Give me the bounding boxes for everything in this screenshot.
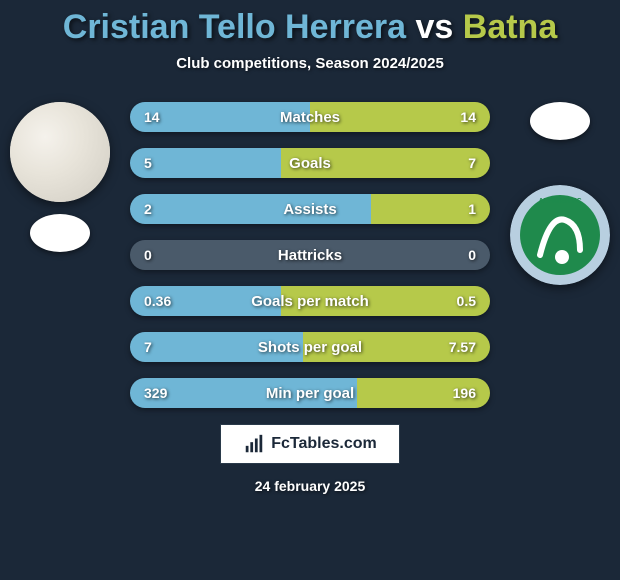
stat-value-right: 7 bbox=[468, 148, 476, 178]
chart-icon bbox=[243, 433, 265, 455]
stat-value-left: 14 bbox=[144, 102, 160, 132]
stat-value-left: 7 bbox=[144, 332, 152, 362]
stat-row: Min per goal329 196 bbox=[130, 378, 490, 408]
title-right: Batna bbox=[463, 8, 557, 46]
stat-value-left: 0.36 bbox=[144, 286, 171, 316]
brand-logo[interactable]: FcTables.com bbox=[220, 424, 400, 464]
player-right-panel: ALFATEH FC bbox=[510, 102, 610, 285]
stat-value-right: 0.5 bbox=[457, 286, 476, 316]
player-left-avatar bbox=[10, 102, 110, 202]
stats-bars: Matches14 14 Goals5 7 Assists2 1 Hattricks0 0 Go… bbox=[130, 102, 490, 408]
comparison-content: ALFATEH FC Matches14 14 Goals5 7 Assists2 1 Ha… bbox=[0, 102, 620, 408]
stat-value-right: 196 bbox=[453, 378, 476, 408]
player-right-flag bbox=[530, 102, 590, 140]
title-vs: vs bbox=[406, 8, 463, 46]
stat-row: Matches14 14 bbox=[130, 102, 490, 132]
stat-value-right: 14 bbox=[460, 102, 476, 132]
player-left-flag bbox=[30, 214, 90, 252]
player-right-club-logo: ALFATEH FC bbox=[510, 185, 610, 285]
stat-value-right: 1 bbox=[468, 194, 476, 224]
stat-row: Goals5 7 bbox=[130, 148, 490, 178]
page-title: Cristian Tello Herrera vs Batna bbox=[0, 0, 620, 47]
stat-row: Hattricks0 0 bbox=[130, 240, 490, 270]
title-left: Cristian Tello Herrera bbox=[63, 8, 406, 46]
stat-label: Assists bbox=[130, 194, 490, 224]
stat-value-right: 0 bbox=[468, 240, 476, 270]
stat-value-left: 5 bbox=[144, 148, 152, 178]
svg-text:ALFATEH FC: ALFATEH FC bbox=[538, 198, 581, 205]
footer-date: 24 february 2025 bbox=[0, 478, 620, 494]
stat-value-left: 2 bbox=[144, 194, 152, 224]
stat-label: Shots per goal bbox=[130, 332, 490, 362]
subtitle: Club competitions, Season 2024/2025 bbox=[0, 55, 620, 72]
stat-value-left: 0 bbox=[144, 240, 152, 270]
stat-label: Goals per match bbox=[130, 286, 490, 316]
stat-row: Assists2 1 bbox=[130, 194, 490, 224]
stat-value-left: 329 bbox=[144, 378, 167, 408]
stat-row: Shots per goal7 7.57 bbox=[130, 332, 490, 362]
stat-label: Goals bbox=[130, 148, 490, 178]
stat-value-right: 7.57 bbox=[449, 332, 476, 362]
brand-text: FcTables.com bbox=[271, 435, 377, 453]
stat-label: Min per goal bbox=[130, 378, 490, 408]
stat-label: Hattricks bbox=[130, 240, 490, 270]
player-left-panel bbox=[10, 102, 110, 252]
stat-label: Matches bbox=[130, 102, 490, 132]
stat-row: Goals per match0.36 0.5 bbox=[130, 286, 490, 316]
